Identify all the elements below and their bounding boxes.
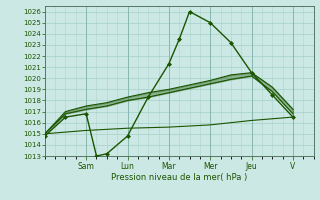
X-axis label: Pression niveau de la mer( hPa ): Pression niveau de la mer( hPa )	[111, 173, 247, 182]
